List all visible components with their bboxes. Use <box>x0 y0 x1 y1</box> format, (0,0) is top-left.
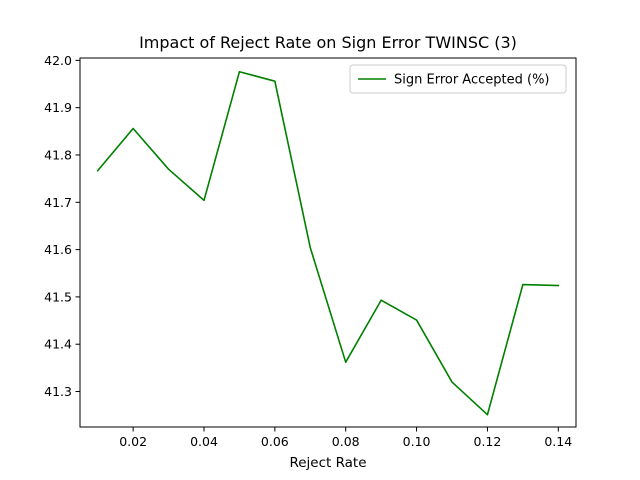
x-tick-label: 0.06 <box>261 434 289 449</box>
x-axis-label: Reject Rate <box>289 455 366 471</box>
legend-label: Sign Error Accepted (%) <box>394 73 550 88</box>
y-tick-label: 41.3 <box>44 384 72 399</box>
x-tick-label: 0.12 <box>474 434 502 449</box>
x-tick-label: 0.04 <box>190 434 218 449</box>
legend-box <box>349 64 567 94</box>
y-tick-label: 42.0 <box>44 53 72 68</box>
plot-area: 0.02 0.04 0.06 0.08 0.10 0.12 0.14 41.3 41.4 41.5… <box>44 53 577 449</box>
chart-title: Impact of Reject Rate on Sign Error TWIN… <box>139 33 517 52</box>
y-tick-label: 41.4 <box>44 337 72 352</box>
plot-frame <box>79 57 577 428</box>
y-tick-label: 41.5 <box>44 289 72 304</box>
y-tick-label: 41.9 <box>44 100 72 115</box>
x-tick-label: 0.08 <box>332 434 360 449</box>
y-tick-label: 41.7 <box>44 195 72 210</box>
y-tick-label: 41.6 <box>44 242 72 257</box>
series-line <box>96 70 560 416</box>
x-tick-label: 0.02 <box>119 434 147 449</box>
x-tick-label: 0.10 <box>403 434 431 449</box>
y-tick-label: 41.8 <box>44 147 72 162</box>
x-tick-label: 0.14 <box>544 434 572 449</box>
